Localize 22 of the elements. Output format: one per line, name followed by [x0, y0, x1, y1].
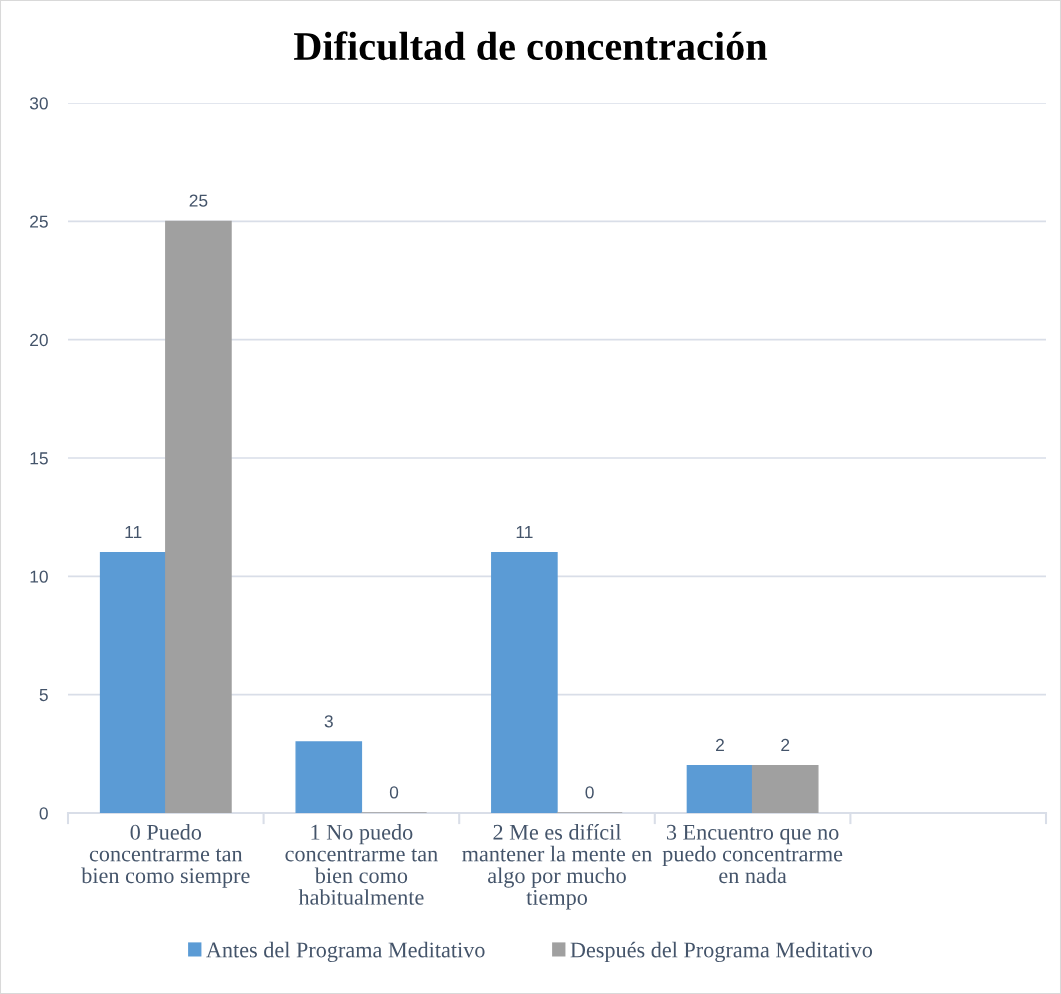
- y-tick-label: 5: [39, 689, 48, 702]
- data-label: 11: [516, 526, 533, 538]
- x-tick-label: 1 No puedo concentrarme tan bien como habitualmente: [285, 824, 438, 905]
- y-tick-label: 0: [39, 807, 48, 820]
- data-label: 2: [781, 738, 790, 751]
- data-label: 0: [585, 786, 594, 799]
- x-tick-label: 0 Puedo concentrarme tan bien como siempre: [81, 824, 250, 888]
- data-label: 2: [716, 738, 724, 751]
- y-tick-label: 30: [29, 97, 48, 110]
- data-label: 25: [189, 194, 208, 207]
- y-tick-label: 10: [30, 570, 48, 583]
- data-label: 0: [389, 786, 399, 799]
- data-label: 3: [324, 715, 333, 728]
- x-tick-label: 2 Me es difícil mantener la mente en algo por mucho tiempo: [462, 823, 652, 910]
- y-tick-label: 25: [30, 215, 48, 228]
- x-tick-label: 3 Encuentro que no puedo concentrarme en nada: [662, 824, 843, 884]
- y-tick-label: 20: [30, 333, 48, 347]
- legend-label: Después del Programa Meditativo: [570, 941, 873, 963]
- chart-title: Dificultad de concentración: [294, 31, 768, 61]
- y-tick-label: 15: [30, 452, 48, 465]
- data-label: 11: [125, 526, 142, 538]
- legend-label: Antes del Programa Meditativo: [206, 941, 485, 963]
